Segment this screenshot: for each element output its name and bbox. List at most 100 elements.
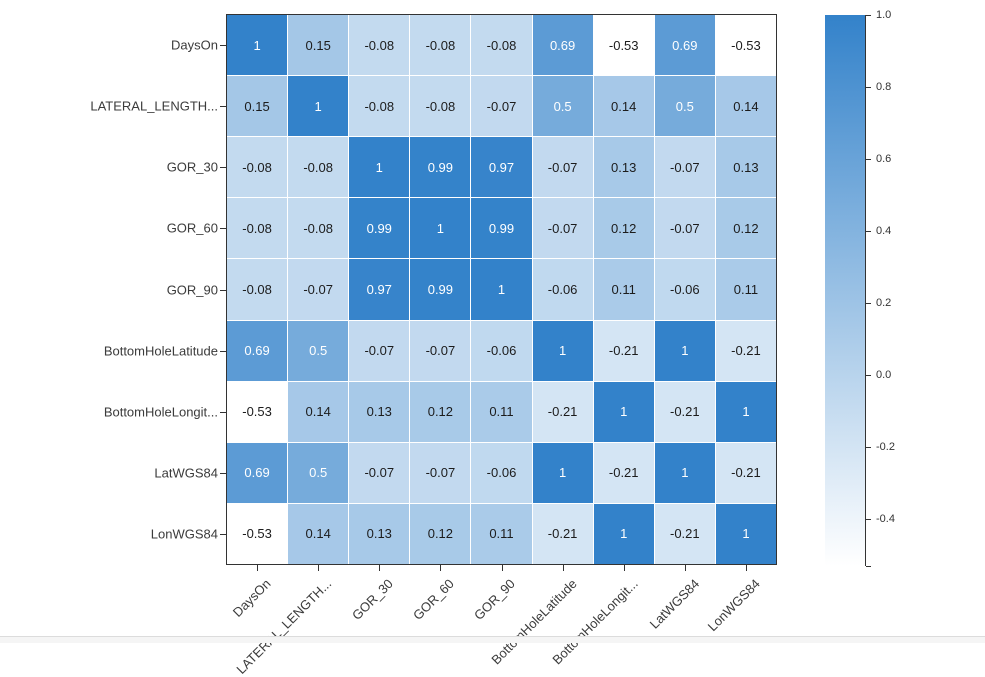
- y-axis-label: LatWGS84: [154, 465, 218, 481]
- colorbar-tick: [866, 375, 871, 377]
- x-axis-tick: [685, 565, 687, 571]
- heatmap-cell: -0.21: [532, 381, 593, 442]
- colorbar-end-tick: [866, 566, 871, 567]
- x-axis-tick: [379, 565, 381, 571]
- heatmap-cell: 0.5: [288, 320, 349, 381]
- heatmap-cell: 1: [593, 503, 654, 564]
- bottom-divider: [0, 636, 985, 643]
- heatmap-cell: -0.08: [410, 76, 471, 137]
- heatmap-cell: -0.07: [410, 442, 471, 503]
- heatmap-cell: 0.99: [410, 259, 471, 320]
- heatmap-cell: -0.08: [288, 198, 349, 259]
- colorbar-gradient: [825, 15, 865, 566]
- heatmap-cell: 1: [410, 198, 471, 259]
- heatmap-cell: 0.5: [654, 76, 715, 137]
- x-axis-label: LonWGS84: [704, 576, 763, 635]
- x-axis-label: LatWGS84: [646, 576, 702, 632]
- colorbar-tick: [866, 87, 871, 89]
- colorbar-spine: [865, 15, 866, 566]
- colorbar-tick: [866, 159, 871, 161]
- y-axis-label: GOR_90: [166, 282, 218, 297]
- heatmap-cell: 1: [715, 503, 776, 564]
- heatmap-cell: 0.69: [227, 320, 288, 381]
- y-axis-tick: [220, 473, 226, 475]
- heatmap-cell: 0.15: [288, 15, 349, 76]
- heatmap-cell: -0.07: [654, 137, 715, 198]
- x-axis-tick: [317, 565, 319, 571]
- x-axis-tick: [501, 565, 503, 571]
- colorbar-tick: [866, 15, 871, 16]
- colorbar-tick-label: 0.0: [876, 369, 892, 382]
- heatmap-cell: 0.99: [410, 137, 471, 198]
- heatmap-cell: 0.14: [715, 76, 776, 137]
- heatmap-cell: 0.97: [349, 259, 410, 320]
- y-axis-tick: [220, 534, 226, 536]
- heatmap-cell: 1: [654, 320, 715, 381]
- x-axis-tick: [440, 565, 442, 571]
- heatmap-cell: 0.11: [471, 381, 532, 442]
- colorbar-tick-label: -0.4: [876, 513, 895, 526]
- correlation-heatmap-figure: 1 0.15 -0.08 -0.08 -0.08 0.69 -0.53 0.69 -0.53 0.…: [0, 9, 985, 677]
- heatmap-cell: -0.08: [227, 259, 288, 320]
- x-axis-tick: [562, 565, 564, 571]
- y-axis-label: LonWGS84: [150, 526, 218, 542]
- colorbar-tick-label: 0.8: [876, 81, 892, 94]
- heatmap-cell: 0.5: [532, 76, 593, 137]
- heatmap-cell: -0.53: [715, 15, 776, 76]
- y-axis-tick: [220, 411, 226, 413]
- heatmap-cell: -0.07: [349, 442, 410, 503]
- heatmap-cell: -0.21: [715, 442, 776, 503]
- heatmap-cell: 1: [654, 442, 715, 503]
- heatmap-cell: 0.97: [471, 137, 532, 198]
- y-axis-label: GOR_30: [166, 159, 218, 175]
- heatmap-grid: 1 0.15 -0.08 -0.08 -0.08 0.69 -0.53 0.69 -0.53 0.…: [226, 14, 777, 565]
- heatmap-cell: 0.12: [593, 198, 654, 259]
- heatmap-cell: 0.11: [715, 259, 776, 320]
- heatmap-cell: 1: [288, 76, 349, 137]
- heatmap-cell: 0.14: [593, 76, 654, 137]
- heatmap-cell: 0.5: [288, 442, 349, 503]
- heatmap-cell: 1: [227, 15, 288, 76]
- heatmap-cell: -0.07: [654, 198, 715, 259]
- y-axis-label: BottomHoleLatitude: [103, 343, 218, 359]
- heatmap-cell: -0.53: [593, 15, 654, 76]
- colorbar-tick-label: 0.4: [876, 225, 892, 238]
- colorbar-tick: [866, 519, 871, 521]
- colorbar-tick-label: 0.6: [876, 153, 892, 166]
- y-axis-tick: [220, 350, 226, 352]
- colorbar-tick: [866, 447, 871, 449]
- colorbar-tick-label: 0.2: [876, 297, 892, 310]
- heatmap-cell: 0.13: [593, 137, 654, 198]
- heatmap-cell: -0.08: [471, 15, 532, 76]
- heatmap-cell: 0.14: [288, 503, 349, 564]
- y-axis-label: DaysOn: [171, 37, 218, 53]
- heatmap-cell: -0.21: [715, 320, 776, 381]
- heatmap-cell: 0.12: [715, 198, 776, 259]
- heatmap-cell: -0.06: [654, 259, 715, 320]
- x-axis-label: GOR_90: [471, 576, 519, 623]
- heatmap-cell: -0.07: [349, 320, 410, 381]
- colorbar-tick-label: 1.0: [876, 9, 892, 21]
- y-axis-tick: [220, 289, 226, 291]
- y-axis-tick: [220, 228, 226, 230]
- heatmap-cell: 0.12: [410, 381, 471, 442]
- colorbar-tick: [866, 231, 871, 233]
- heatmap-cell: 1: [532, 442, 593, 503]
- heatmap-cell: -0.07: [532, 198, 593, 259]
- y-axis-label: GOR_60: [166, 220, 218, 236]
- heatmap-cell: -0.07: [410, 320, 471, 381]
- heatmap-cell: 1: [715, 381, 776, 442]
- heatmap-cell: 0.14: [288, 381, 349, 442]
- colorbar-tick: [866, 303, 871, 305]
- x-axis-label: GOR_60: [409, 576, 457, 623]
- x-axis-tick: [746, 565, 748, 571]
- heatmap-cell: 1: [349, 137, 410, 198]
- heatmap-cell: -0.06: [471, 320, 532, 381]
- x-axis-tick: [256, 565, 258, 571]
- heatmap-cell: -0.08: [227, 137, 288, 198]
- heatmap-cell: 0.11: [471, 503, 532, 564]
- heatmap-cell: 0.69: [227, 442, 288, 503]
- x-axis-tick: [623, 565, 625, 571]
- heatmap-cell: -0.53: [227, 381, 288, 442]
- heatmap-cell: -0.08: [349, 15, 410, 76]
